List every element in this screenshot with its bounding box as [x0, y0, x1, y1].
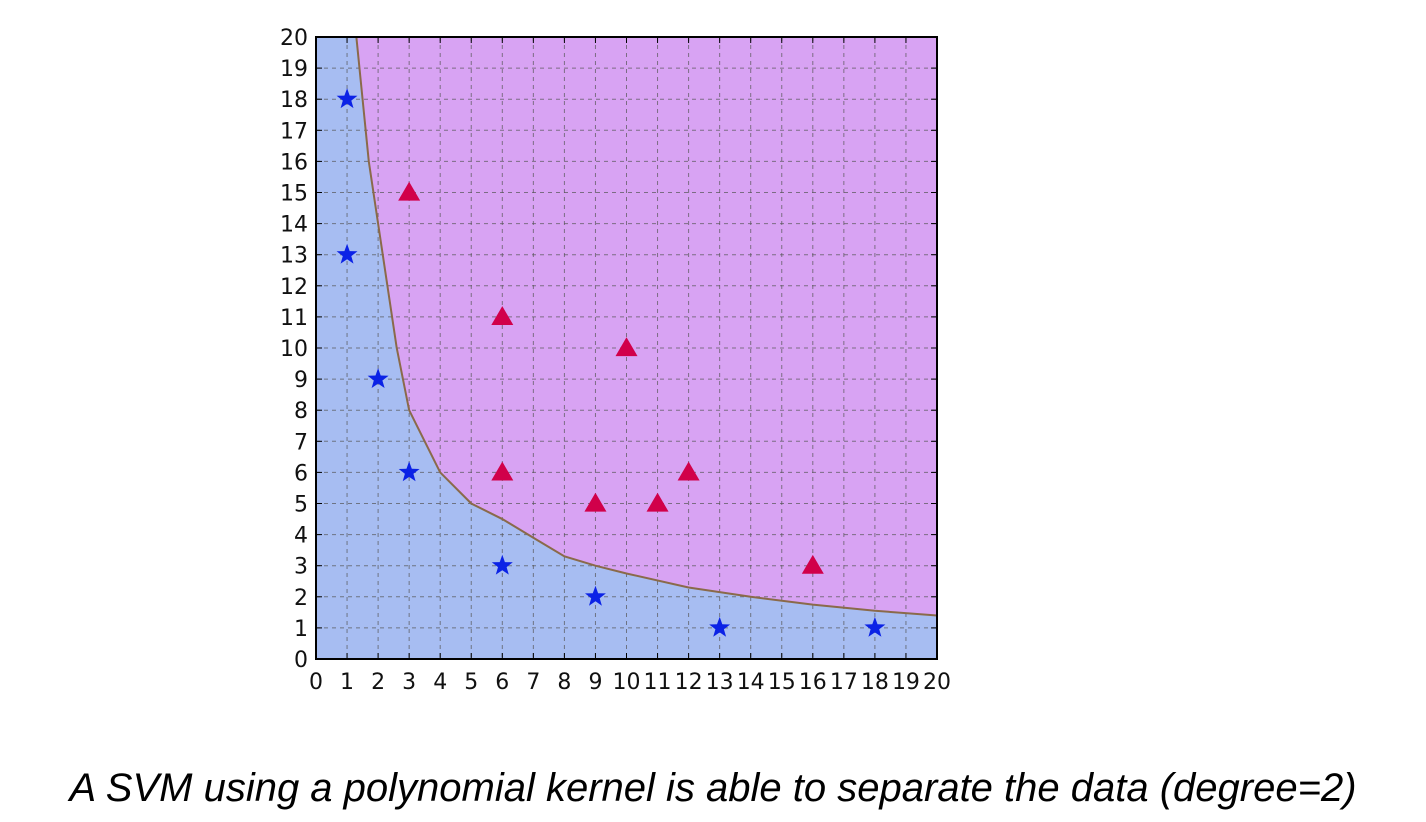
x-tick-label: 2 [371, 670, 385, 695]
x-tick-label: 12 [675, 670, 703, 695]
x-tick-label: 20 [923, 670, 951, 695]
y-tick-label: 13 [280, 244, 308, 269]
x-tick-label: 17 [830, 670, 858, 695]
x-tick-label: 18 [861, 670, 889, 695]
y-tick-label: 18 [280, 88, 308, 113]
x-tick-label: 14 [737, 670, 765, 695]
y-tick-label: 16 [280, 150, 308, 175]
star-point [864, 616, 886, 637]
x-tick-label: 10 [613, 670, 641, 695]
figure-caption: A SVM using a polynomial kernel is able … [69, 766, 1357, 810]
x-tick-label: 8 [557, 670, 571, 695]
y-tick-label: 2 [294, 586, 308, 611]
triangle-point [677, 461, 700, 481]
x-tick-label: 5 [464, 670, 478, 695]
star-point [585, 585, 606, 606]
star-point [709, 616, 731, 637]
data-points [336, 88, 886, 637]
y-tick-label: 19 [280, 57, 308, 82]
y-tick-label: 7 [294, 430, 308, 455]
triangle-point [398, 181, 421, 201]
svm-chart: 0 1 2 3 4 5 6 7 8 9 10 11 12 13 14 15 16 17 18 19 20 0123456… [280, 26, 951, 695]
x-tick-label: 0 [309, 670, 323, 695]
y-tick-label: 6 [294, 461, 308, 486]
triangle-point [646, 492, 669, 512]
star-point [398, 461, 420, 482]
x-tick-label: 16 [799, 670, 827, 695]
y-tick-label: 11 [280, 306, 308, 331]
x-tick-label: 19 [892, 670, 920, 695]
x-tick-label: 6 [495, 670, 509, 695]
y-tick-label: 1 [294, 617, 308, 642]
y-tick-label: 15 [280, 182, 308, 207]
y-tick-label: 10 [280, 337, 308, 362]
star-point [336, 88, 358, 109]
x-tick-label: 1 [340, 670, 354, 695]
boundary-curve [355, 36, 938, 617]
triangle-point [491, 306, 514, 325]
x-axis-ticks: 0 1 2 3 4 5 6 7 8 9 10 11 12 13 14 15 16 17 18 19 20 [309, 37, 951, 695]
y-tick-label: 3 [294, 555, 308, 580]
triangle-point [615, 337, 638, 357]
star-point [491, 554, 513, 575]
x-tick-label: 7 [526, 670, 540, 695]
y-tick-label: 9 [294, 368, 308, 393]
x-tick-label: 15 [768, 670, 796, 695]
y-tick-label: 5 [294, 493, 308, 518]
triangle-point [801, 554, 824, 574]
y-tick-label: 20 [280, 26, 308, 51]
y-tick-label: 12 [280, 275, 308, 300]
y-tick-label: 8 [294, 399, 308, 424]
x-tick-label: 3 [402, 670, 416, 695]
y-tick-label: 0 [294, 648, 308, 673]
star-point [336, 243, 358, 264]
star-point [367, 368, 389, 388]
y-tick-label: 17 [280, 119, 308, 144]
x-tick-label: 11 [644, 670, 672, 695]
x-tick-label: 9 [588, 670, 602, 695]
triangle-point [491, 461, 514, 481]
x-tick-label: 13 [706, 670, 734, 695]
y-tick-label: 14 [280, 213, 308, 238]
y-tick-label: 4 [294, 524, 308, 549]
x-tick-label: 4 [433, 670, 447, 695]
triangle-point [584, 492, 607, 512]
decision-boundary [355, 36, 938, 617]
